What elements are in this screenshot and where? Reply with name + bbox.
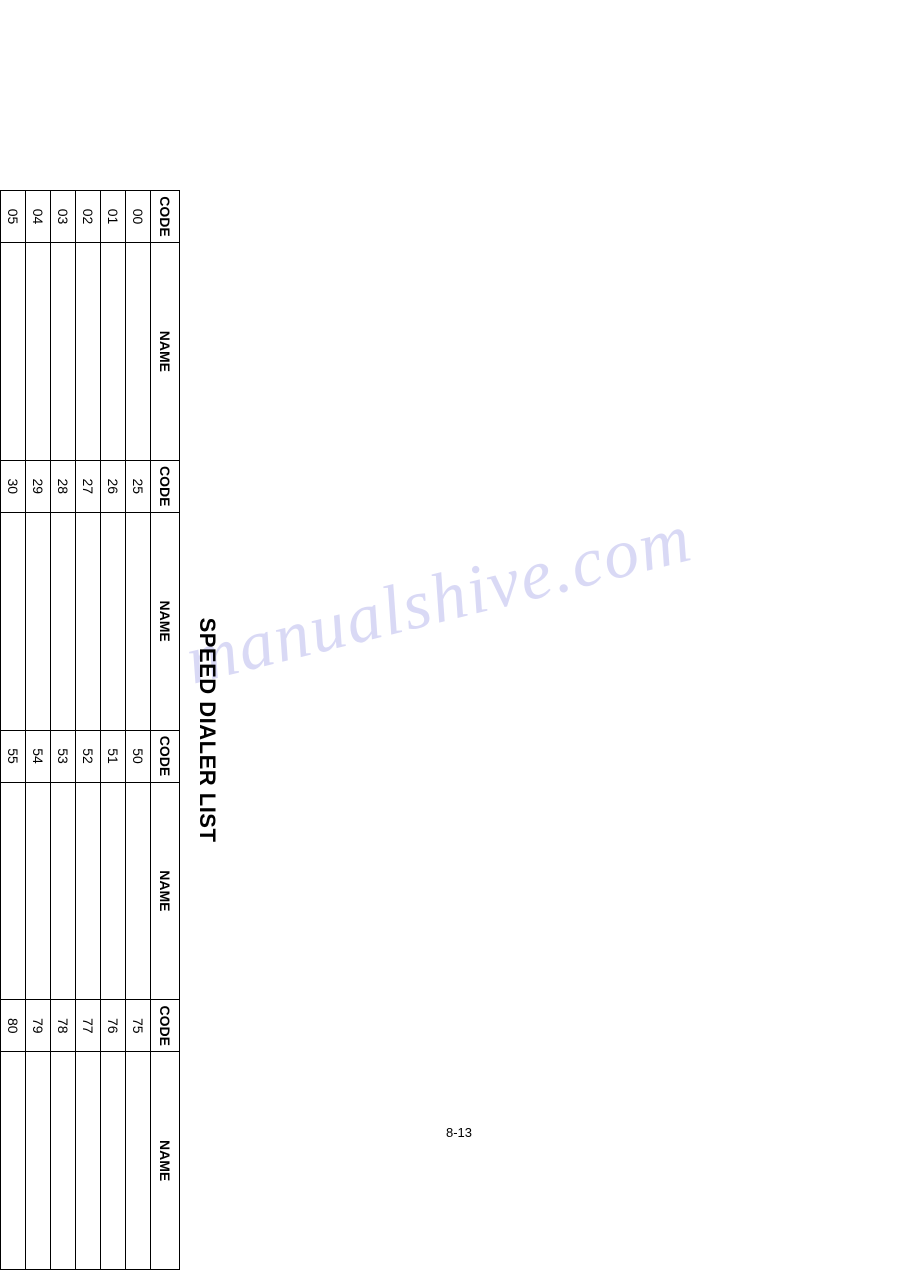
code-cell: 56 — [0, 730, 1, 782]
name-cell — [26, 782, 51, 1000]
name-cell — [0, 512, 1, 730]
table-row: 05 30 55 80 — [1, 191, 26, 1270]
code-cell: 02 — [76, 191, 101, 243]
name-cell — [1, 243, 26, 461]
code-cell: 52 — [76, 730, 101, 782]
code-cell: 25 — [126, 460, 151, 512]
name-cell — [26, 512, 51, 730]
code-cell: 54 — [26, 730, 51, 782]
header-name-2: NAME — [151, 512, 180, 730]
code-cell: 27 — [76, 460, 101, 512]
watermark-text: manualshive.com — [178, 499, 700, 702]
name-cell — [126, 1052, 151, 1270]
header-name-3: NAME — [151, 782, 180, 1000]
page-title: SPEED DIALER LIST — [194, 190, 220, 1270]
name-cell — [126, 782, 151, 1000]
code-cell: 77 — [76, 1000, 101, 1052]
header-name-4: NAME — [151, 1052, 180, 1270]
code-cell: 01 — [101, 191, 126, 243]
page-number: 8-13 — [0, 1125, 918, 1140]
name-cell — [76, 782, 101, 1000]
name-cell — [101, 782, 126, 1000]
code-cell: 28 — [51, 460, 76, 512]
code-cell: 30 — [1, 460, 26, 512]
name-cell — [101, 1052, 126, 1270]
name-cell — [1, 1052, 26, 1270]
name-cell — [0, 243, 1, 461]
table-header-row: CODE NAME CODE NAME CODE NAME CODE NAME — [151, 191, 180, 1270]
name-cell — [126, 512, 151, 730]
name-cell — [101, 512, 126, 730]
name-cell — [51, 782, 76, 1000]
rotated-content: SPEED DIALER LIST CODE NAME CODE NAME CO… — [0, 190, 220, 1270]
code-cell: 75 — [126, 1000, 151, 1052]
code-cell: 31 — [0, 460, 1, 512]
code-cell: 26 — [101, 460, 126, 512]
table-row: 04 29 54 79 — [26, 191, 51, 1270]
code-cell: 03 — [51, 191, 76, 243]
name-cell — [51, 243, 76, 461]
code-cell: 29 — [26, 460, 51, 512]
speed-dialer-table: CODE NAME CODE NAME CODE NAME CODE NAME … — [0, 190, 180, 1270]
name-cell — [51, 512, 76, 730]
code-cell: 55 — [1, 730, 26, 782]
table-row: 00 25 50 75 — [126, 191, 151, 1270]
name-cell — [76, 243, 101, 461]
name-cell — [26, 1052, 51, 1270]
code-cell: 53 — [51, 730, 76, 782]
table-body: 00 25 50 75 01 26 51 76 02 27 52 77 03 28 53 78 04 29 54 79… — [0, 191, 151, 1270]
name-cell — [76, 512, 101, 730]
name-cell — [0, 1052, 1, 1270]
code-cell: 76 — [101, 1000, 126, 1052]
code-cell: 78 — [51, 1000, 76, 1052]
name-cell — [26, 243, 51, 461]
name-cell — [126, 243, 151, 461]
code-cell: 79 — [26, 1000, 51, 1052]
header-code-4: CODE — [151, 1000, 180, 1052]
table-row: 03 28 53 78 — [51, 191, 76, 1270]
code-cell: 51 — [101, 730, 126, 782]
name-cell — [101, 243, 126, 461]
name-cell — [1, 782, 26, 1000]
name-cell — [0, 782, 1, 1000]
code-cell: 00 — [126, 191, 151, 243]
table-row: 02 27 52 77 — [76, 191, 101, 1270]
code-cell: 05 — [1, 191, 26, 243]
header-code-1: CODE — [151, 191, 180, 243]
table-row: 01 26 51 76 — [101, 191, 126, 1270]
name-cell — [1, 512, 26, 730]
code-cell: 80 — [1, 1000, 26, 1052]
code-cell: 06 — [0, 191, 1, 243]
table-row: 06 31 56 81 — [0, 191, 1, 1270]
page-container: SPEED DIALER LIST CODE NAME CODE NAME CO… — [0, 190, 220, 950]
code-cell: 04 — [26, 191, 51, 243]
name-cell — [76, 1052, 101, 1270]
header-name-1: NAME — [151, 243, 180, 461]
header-code-3: CODE — [151, 730, 180, 782]
code-cell: 50 — [126, 730, 151, 782]
name-cell — [51, 1052, 76, 1270]
header-code-2: CODE — [151, 460, 180, 512]
code-cell: 81 — [0, 1000, 1, 1052]
